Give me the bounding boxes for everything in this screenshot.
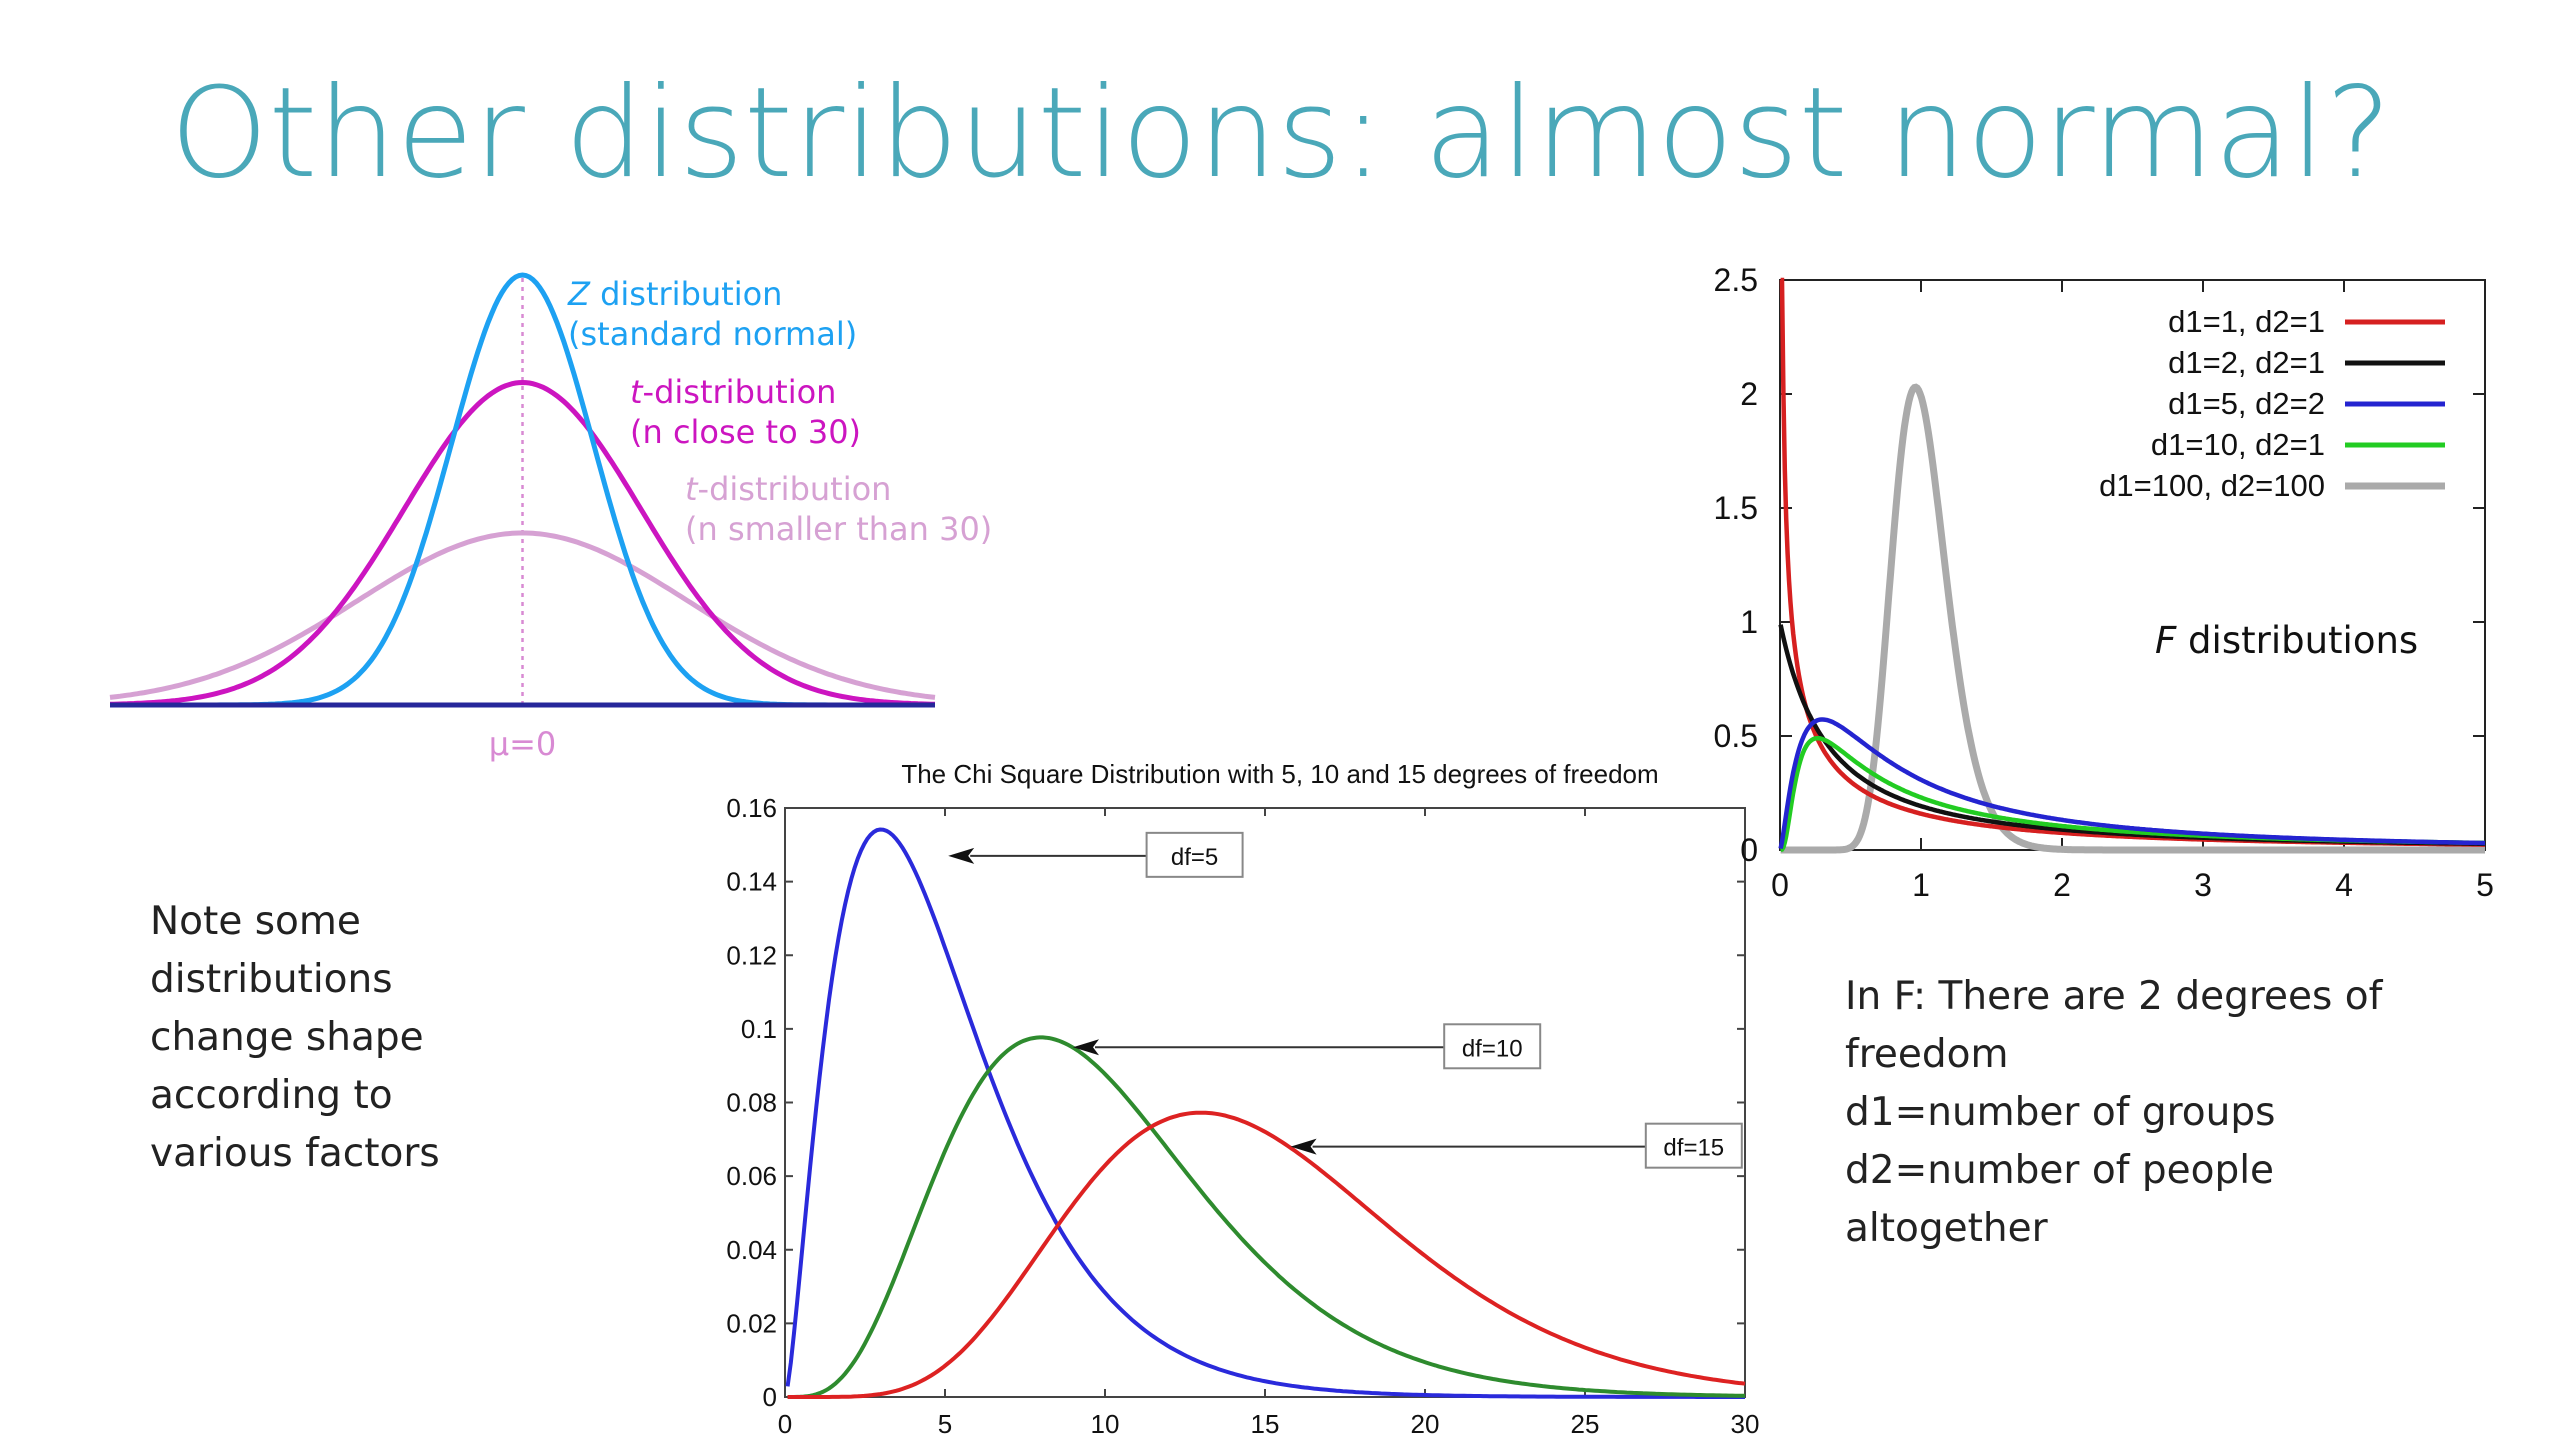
x-tick-label: 4 <box>2335 867 2353 903</box>
mean-label: μ=0 <box>489 725 557 763</box>
y-tick-label: 2 <box>1740 376 1758 412</box>
y-tick-label: 0.08 <box>726 1088 777 1118</box>
y-tick-label: 1.5 <box>1714 490 1758 526</box>
arrow-head <box>1290 1138 1317 1155</box>
note-left-line: distributions <box>150 957 393 1002</box>
note-right-line: d2=number of people <box>1845 1148 2275 1193</box>
series-line <box>109 530 936 700</box>
y-tick-label: 0.5 <box>1714 718 1758 754</box>
note-left-line: Note some <box>150 899 361 944</box>
series-label-box <box>1443 1023 1542 1070</box>
series-line <box>1780 383 2485 854</box>
y-tick-label: 2.5 <box>1714 262 1758 298</box>
note-right-line: freedom <box>1845 1032 2009 1077</box>
x-tick-label: 5 <box>2476 867 2494 903</box>
chi-square-chart: The Chi Square Distribution with 5, 10 a… <box>726 759 1760 1439</box>
legend-label: d1=1, d2=1 <box>2168 304 2325 339</box>
series-label: Z distribution <box>567 275 782 313</box>
y-tick-label: 1 <box>1740 604 1758 640</box>
plot-frame <box>784 807 1746 1398</box>
legend-label: d1=10, d2=1 <box>2151 427 2325 462</box>
f-distribution-chart: 0 0.5 1 1.5 2 2.5 0 1 2 3 4 5 d1=1, d2=1 d1=2, d2=1 d1… <box>1714 262 2494 903</box>
y-tick-label: 0.16 <box>726 793 777 823</box>
z-t-distribution-chart: μ=0 Z distribution(standard normal) t-dist… <box>109 272 992 763</box>
series-label-box <box>1145 831 1244 878</box>
arrow-head <box>1073 1039 1099 1056</box>
chart-title: The Chi Square Distribution with 5, 10 a… <box>901 759 1658 789</box>
y-tick-label: 0.1 <box>741 1014 777 1044</box>
series-label: df=10 <box>1462 1035 1523 1062</box>
series-label: df=5 <box>1171 844 1218 871</box>
chart-annotation: F distributions <box>2155 619 2418 662</box>
note-left-line: various factors <box>150 1131 440 1176</box>
note-right-line: d1=number of groups <box>1845 1090 2276 1135</box>
series-line <box>785 827 1745 1399</box>
x-tick-label: 30 <box>1731 1409 1760 1439</box>
legend-label: d1=100, d2=100 <box>2099 468 2325 503</box>
series-line <box>110 379 935 707</box>
series-label: df=15 <box>1663 1135 1724 1162</box>
y-tick-label: 0 <box>763 1382 777 1412</box>
series-line <box>787 1035 1745 1399</box>
note-left-line: change shape <box>150 1015 424 1060</box>
slide-title: Other distributions: almost normal? <box>170 61 2392 206</box>
series-sublabel: (n smaller than 30) <box>685 510 992 548</box>
y-tick-label: 0.06 <box>726 1161 777 1191</box>
x-tick-label: 20 <box>1411 1409 1440 1439</box>
y-tick-label: 0 <box>1740 832 1758 868</box>
series-label: t-distribution <box>630 373 836 411</box>
arrow-head <box>948 847 975 864</box>
x-tick-label: 25 <box>1571 1409 1600 1439</box>
x-tick-label: 5 <box>938 1409 952 1439</box>
note-right: In F: There are 2 degrees of freedom d1=… <box>1845 968 2382 1258</box>
x-tick-label: 0 <box>778 1409 792 1439</box>
y-tick-label: 0.12 <box>726 940 777 970</box>
x-tick-label: 2 <box>2053 867 2071 903</box>
y-tick-label: 0.04 <box>726 1235 777 1265</box>
series-sublabel: (standard normal) <box>568 315 857 353</box>
x-tick-label: 3 <box>2194 867 2212 903</box>
note-right-line: altogether <box>1845 1206 2048 1251</box>
x-tick-label: 10 <box>1091 1409 1120 1439</box>
y-tick-label: 0.02 <box>726 1308 777 1338</box>
x-tick-label: 15 <box>1251 1409 1280 1439</box>
series-sublabel: (n close to 30) <box>630 413 861 451</box>
legend-label: d1=2, d2=1 <box>2168 345 2325 380</box>
note-right-line: In F: There are 2 degrees of <box>1845 974 2383 1019</box>
series-label-box <box>1644 1122 1743 1169</box>
legend-label: d1=5, d2=2 <box>2168 386 2325 421</box>
x-tick-label: 0 <box>1771 867 1789 903</box>
y-tick-label: 0.14 <box>726 867 777 897</box>
note-left-line: according to <box>150 1073 393 1118</box>
series-line <box>787 1110 1746 1399</box>
series-line <box>1778 717 2485 850</box>
note-left: Note some distributions change shape acc… <box>150 893 440 1183</box>
x-tick-label: 1 <box>1912 867 1930 903</box>
series-label: t-distribution <box>685 470 891 508</box>
